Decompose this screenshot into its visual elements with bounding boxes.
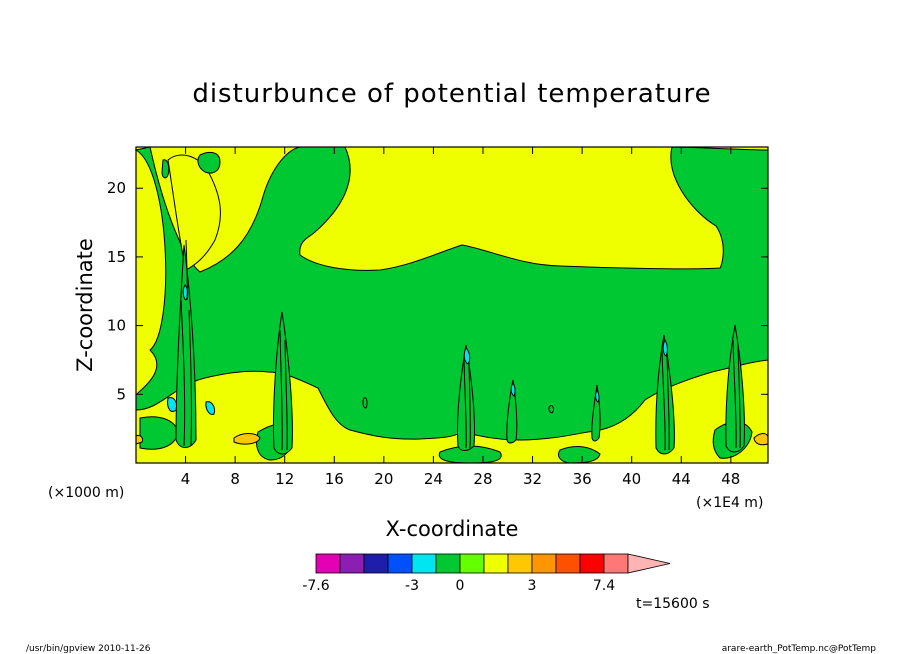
y-tick-label: 5 <box>116 385 126 403</box>
colorbar-tick-label: 0 <box>456 578 465 594</box>
colorbar-segment <box>315 553 341 574</box>
colorbar-tick-label: -7.6 <box>302 578 329 594</box>
colorbar-segment <box>387 553 413 574</box>
contour-lines-x48 <box>732 339 741 449</box>
colorbar-segment <box>531 553 557 574</box>
footer-right: arare-earth_PotTemp.nc@PotTemp <box>722 644 877 654</box>
colorbar-segment <box>435 553 461 574</box>
y-tick-label: 15 <box>107 248 126 266</box>
contour-lines-x43 <box>661 349 670 451</box>
x-tick-label: 36 <box>573 470 592 488</box>
x-tick-label: 16 <box>325 470 344 488</box>
y-axis: 5 10 15 20 <box>107 179 768 403</box>
colorbar-tick-label: 7.4 <box>593 578 615 594</box>
x-tick-label: 44 <box>672 470 691 488</box>
x-axis-title: X-coordinate <box>386 517 519 541</box>
contour-region-green-lower <box>134 146 769 441</box>
contour-cyan-x43 <box>662 338 668 357</box>
contour-orange-blob-bottom-left <box>135 435 143 445</box>
colorbar <box>315 553 671 574</box>
contour-cyan-x4-right <box>205 401 215 415</box>
x-tick-label: 4 <box>181 470 191 488</box>
contour-orange-blob-left <box>233 433 261 445</box>
colorbar-extend-arrow <box>627 553 671 574</box>
contour-lines-x12 <box>279 329 288 451</box>
x-tick-label: 48 <box>721 470 740 488</box>
x-unit-label: (×1E4 m) <box>696 495 763 511</box>
colorbar-segment <box>507 553 533 574</box>
contour-small-green-island-2 <box>548 405 554 414</box>
colorbar-segment <box>459 553 485 574</box>
x-tick-label: 24 <box>424 470 443 488</box>
colorbar-segment <box>363 553 389 574</box>
x-axis: 4 8 12 16 20 24 28 32 36 40 44 48 <box>181 147 740 488</box>
contour-region-green-small-left <box>161 159 170 179</box>
contour-cyan-x30 <box>510 382 516 397</box>
chart-title: disturbunce of potential temperature <box>192 79 711 109</box>
contour-region-green-bottom-center-right <box>557 446 601 464</box>
colorbar-segment <box>579 553 605 574</box>
contour-lines-x27 <box>463 359 471 449</box>
contour-cyan-x37 <box>595 389 600 403</box>
contour-region-green-upper-left-blob <box>197 151 221 174</box>
y-axis-title: Z-coordinate <box>73 238 97 372</box>
y-tick-label: 20 <box>107 179 126 197</box>
footer-left: /usr/bin/gpview 2010-11-26 <box>26 644 151 654</box>
contour-cyan-x27 <box>463 347 471 365</box>
x-tick-label: 28 <box>473 470 492 488</box>
x-tick-label: 20 <box>374 470 393 488</box>
colorbar-tick-label: -3 <box>405 578 419 594</box>
y-unit-label: (×1000 m) <box>48 485 124 501</box>
y-tick-label: 10 <box>107 317 126 335</box>
x-tick-label: 32 <box>523 470 542 488</box>
colorbar-ticks: -7.6 -3 0 3 7.4 <box>302 578 615 594</box>
contour-plume-x12 <box>272 311 293 455</box>
colorbar-segment <box>339 553 365 574</box>
plot-frame <box>135 146 769 464</box>
contour-lines-x4 <box>180 239 192 447</box>
time-label: t=15600 s <box>636 596 710 612</box>
colorbar-segment <box>411 553 437 574</box>
colorbar-tick-label: 3 <box>528 578 537 594</box>
colorbar-segment <box>603 553 629 574</box>
contour-small-green-island-1 <box>362 397 368 409</box>
plot-area <box>134 146 769 464</box>
contour-plume-x43 <box>655 334 675 455</box>
contour-cyan-x4-lower <box>167 397 177 412</box>
x-tick-label: 40 <box>622 470 641 488</box>
x-tick-label: 12 <box>275 470 294 488</box>
x-tick-label: 8 <box>230 470 240 488</box>
colorbar-segment <box>483 553 509 574</box>
contour-field <box>134 146 769 464</box>
colorbar-segment <box>555 553 581 574</box>
